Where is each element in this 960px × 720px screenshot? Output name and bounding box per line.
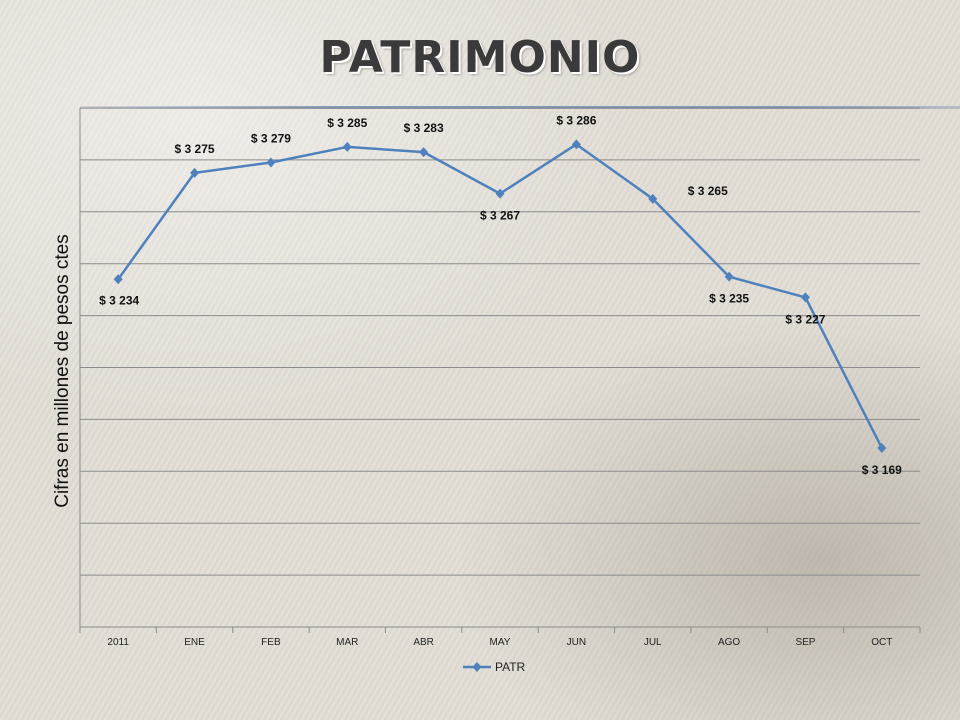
data-label: $ 3 267 [480, 209, 520, 223]
data-point-marker [571, 139, 581, 150]
x-tick-label: SEP [795, 637, 815, 648]
data-point-marker [877, 442, 887, 453]
x-tick-label: MAY [490, 637, 511, 648]
x-tick-label: ENE [184, 637, 205, 648]
data-point-marker [342, 141, 352, 152]
data-label: $ 3 279 [251, 131, 291, 145]
data-label: $ 3 275 [175, 142, 215, 156]
x-tick-label: ABR [413, 637, 434, 648]
data-point-marker [190, 167, 200, 178]
data-label: $ 3 283 [404, 121, 444, 135]
data-point-marker [266, 157, 276, 168]
data-point-marker [648, 193, 658, 204]
data-label: $ 3 234 [99, 293, 139, 307]
data-point-marker [800, 292, 810, 303]
x-tick-label: 2011 [107, 637, 129, 648]
data-label: $ 3 285 [327, 116, 367, 130]
data-point-marker [495, 188, 505, 199]
data-point-marker [724, 271, 734, 282]
x-tick-label: JUL [644, 637, 662, 648]
data-label: $ 3 169 [862, 463, 902, 477]
x-tick-label: OCT [871, 637, 892, 648]
data-point-marker [113, 274, 123, 285]
x-tick-label: MAR [336, 637, 358, 648]
data-label: $ 3 227 [785, 312, 825, 326]
legend-label: PATR [495, 660, 526, 674]
x-tick-label: AGO [718, 637, 740, 648]
data-label: $ 3 235 [709, 292, 749, 306]
data-label: $ 3 286 [556, 113, 596, 127]
x-tick-label: FEB [261, 637, 281, 648]
data-point-marker [419, 147, 429, 158]
legend-marker [472, 662, 482, 672]
x-tick-label: JUN [567, 637, 586, 648]
data-label: $ 3 265 [688, 184, 728, 198]
slide-title: PATRIMONIO [319, 32, 641, 83]
